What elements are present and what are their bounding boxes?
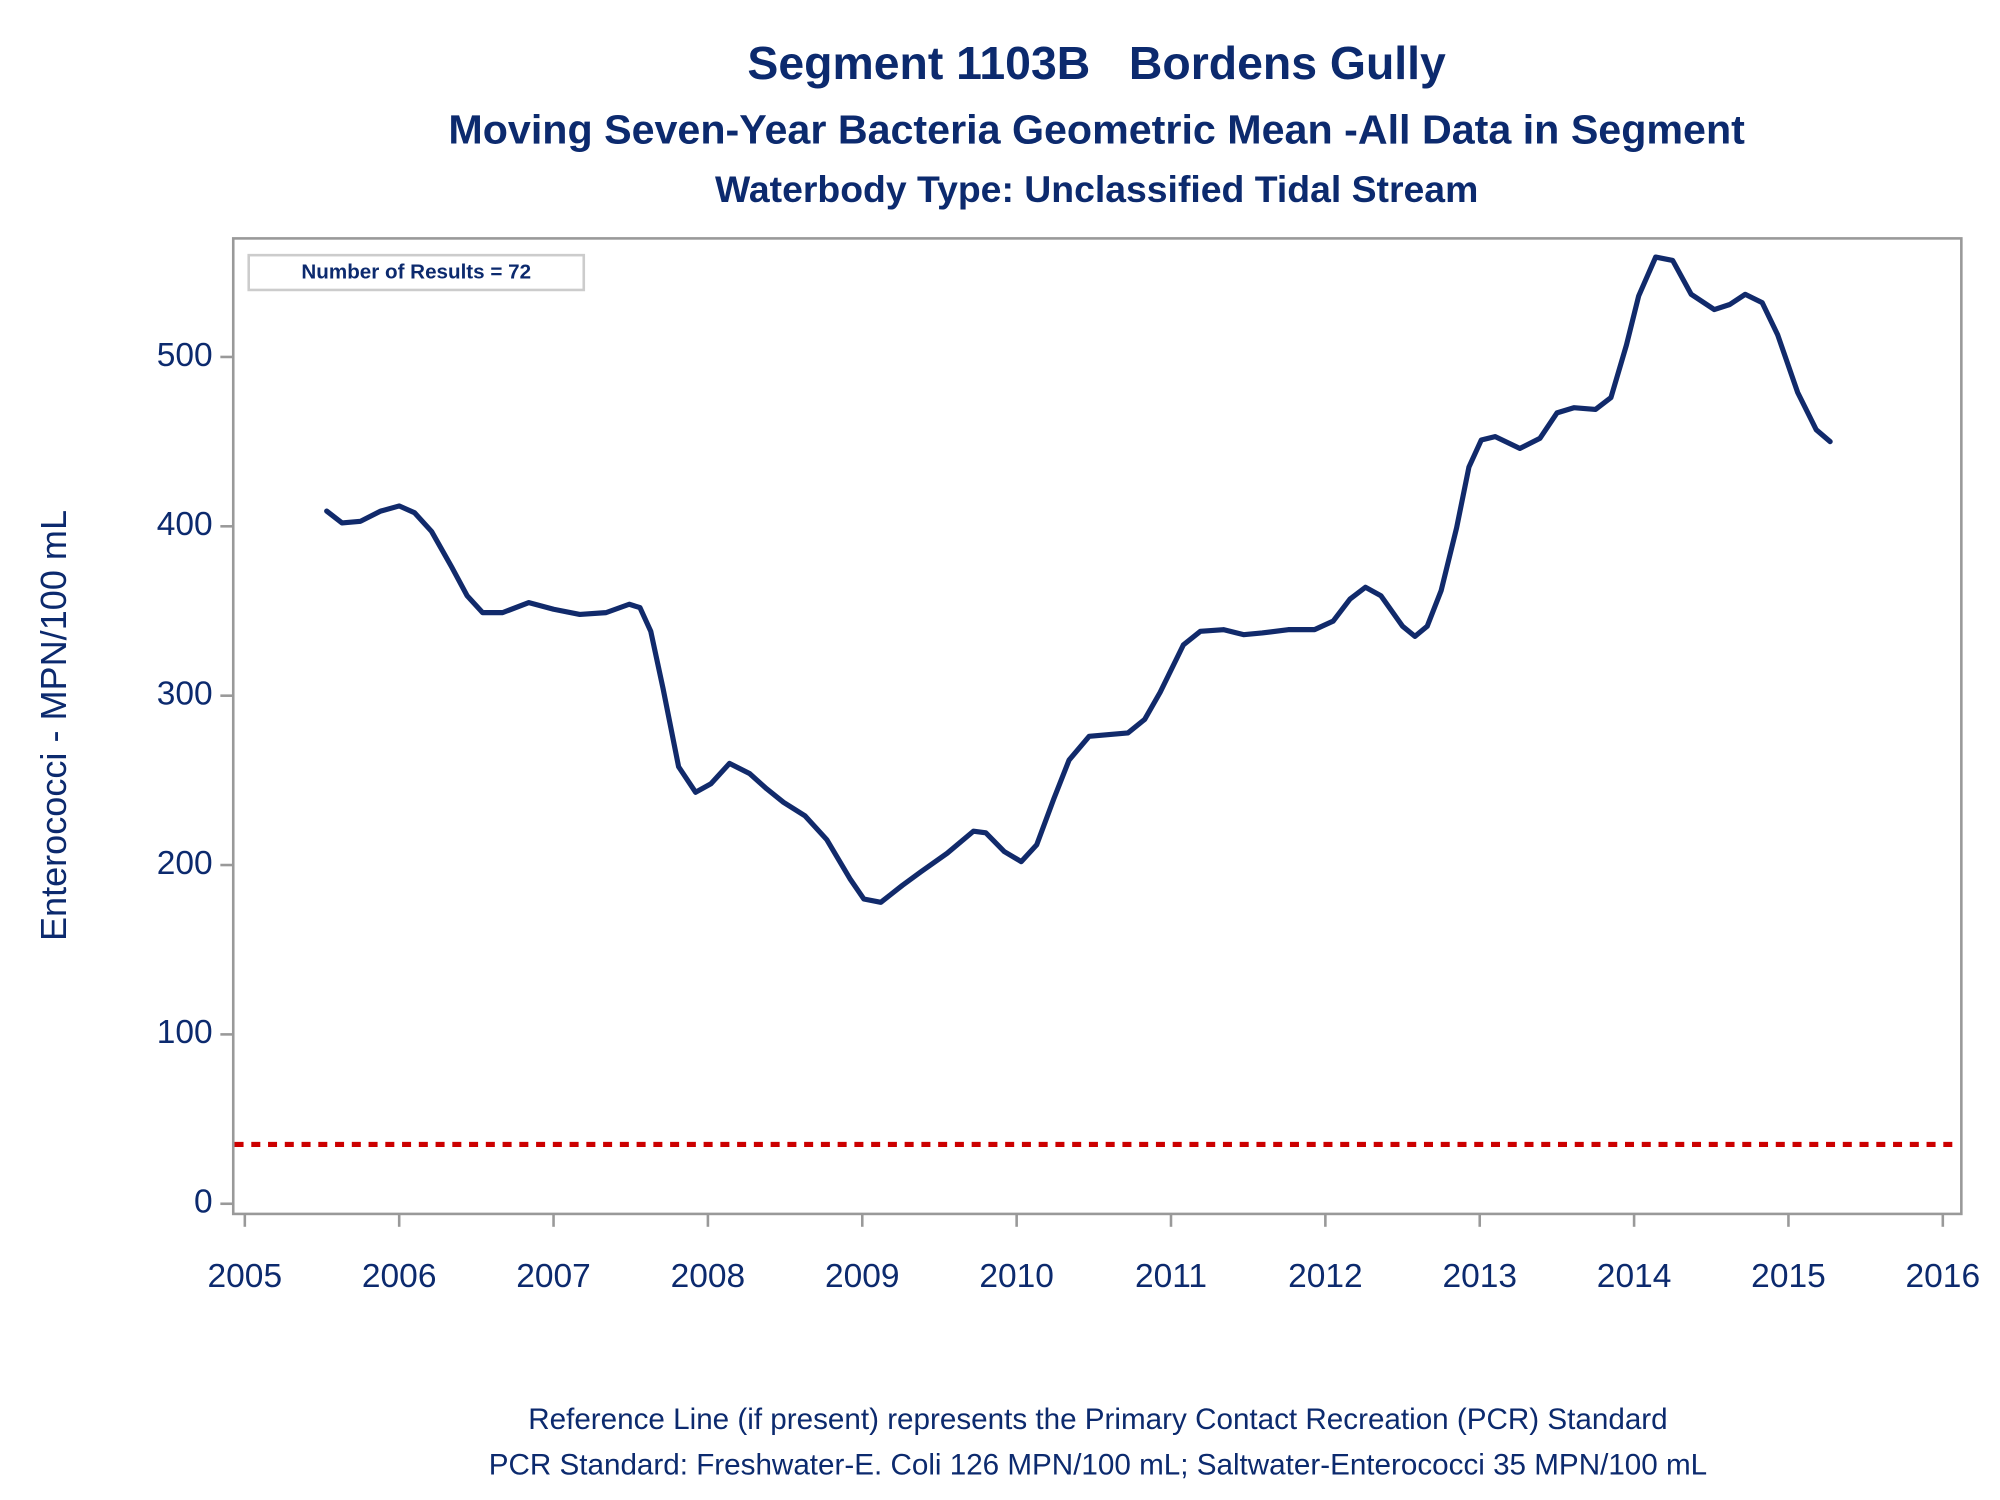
x-tick-label: 2011 bbox=[1135, 1258, 1207, 1295]
chart-subtitle: Waterbody Type: Unclassified Tidal Strea… bbox=[715, 168, 1478, 210]
x-tick-label: 2007 bbox=[516, 1258, 591, 1295]
y-tick-label: 0 bbox=[194, 1184, 213, 1221]
plot-frame bbox=[231, 237, 1963, 1216]
x-tick-label: 2009 bbox=[825, 1258, 900, 1295]
y-tick-label: 200 bbox=[157, 845, 213, 882]
annotation-box bbox=[247, 253, 586, 292]
x-tick-label: 2006 bbox=[362, 1258, 437, 1295]
x-tick-label: 2016 bbox=[1906, 1258, 1981, 1295]
x-tick-label: 2010 bbox=[979, 1258, 1054, 1295]
y-tick-label: 400 bbox=[157, 506, 213, 543]
y-tick-label: 500 bbox=[157, 337, 213, 374]
footnote: Reference Line (if present) represents t… bbox=[528, 1403, 1667, 1436]
y-tick-label: 100 bbox=[157, 1014, 213, 1051]
chart-title: Segment 1103B Bordens Gully bbox=[747, 37, 1446, 89]
x-tick-label: 2012 bbox=[1288, 1258, 1363, 1295]
x-tick-label: 2013 bbox=[1442, 1258, 1517, 1295]
x-tick-label: 2008 bbox=[671, 1258, 746, 1295]
x-tick-label: 2015 bbox=[1751, 1258, 1826, 1295]
chart-subtitle: Moving Seven-Year Bacteria Geometric Mea… bbox=[448, 107, 1745, 153]
x-tick-label: 2014 bbox=[1597, 1258, 1672, 1295]
y-axis-label: Enterococci - MPN/100 mL bbox=[33, 510, 74, 941]
x-tick-label: 2005 bbox=[208, 1258, 283, 1295]
y-tick-label: 300 bbox=[157, 676, 213, 713]
annotation: Number of Results = 72 bbox=[301, 261, 531, 284]
data-line bbox=[324, 254, 1833, 905]
footnote: PCR Standard: Freshwater-E. Coli 126 MPN… bbox=[489, 1448, 1707, 1481]
